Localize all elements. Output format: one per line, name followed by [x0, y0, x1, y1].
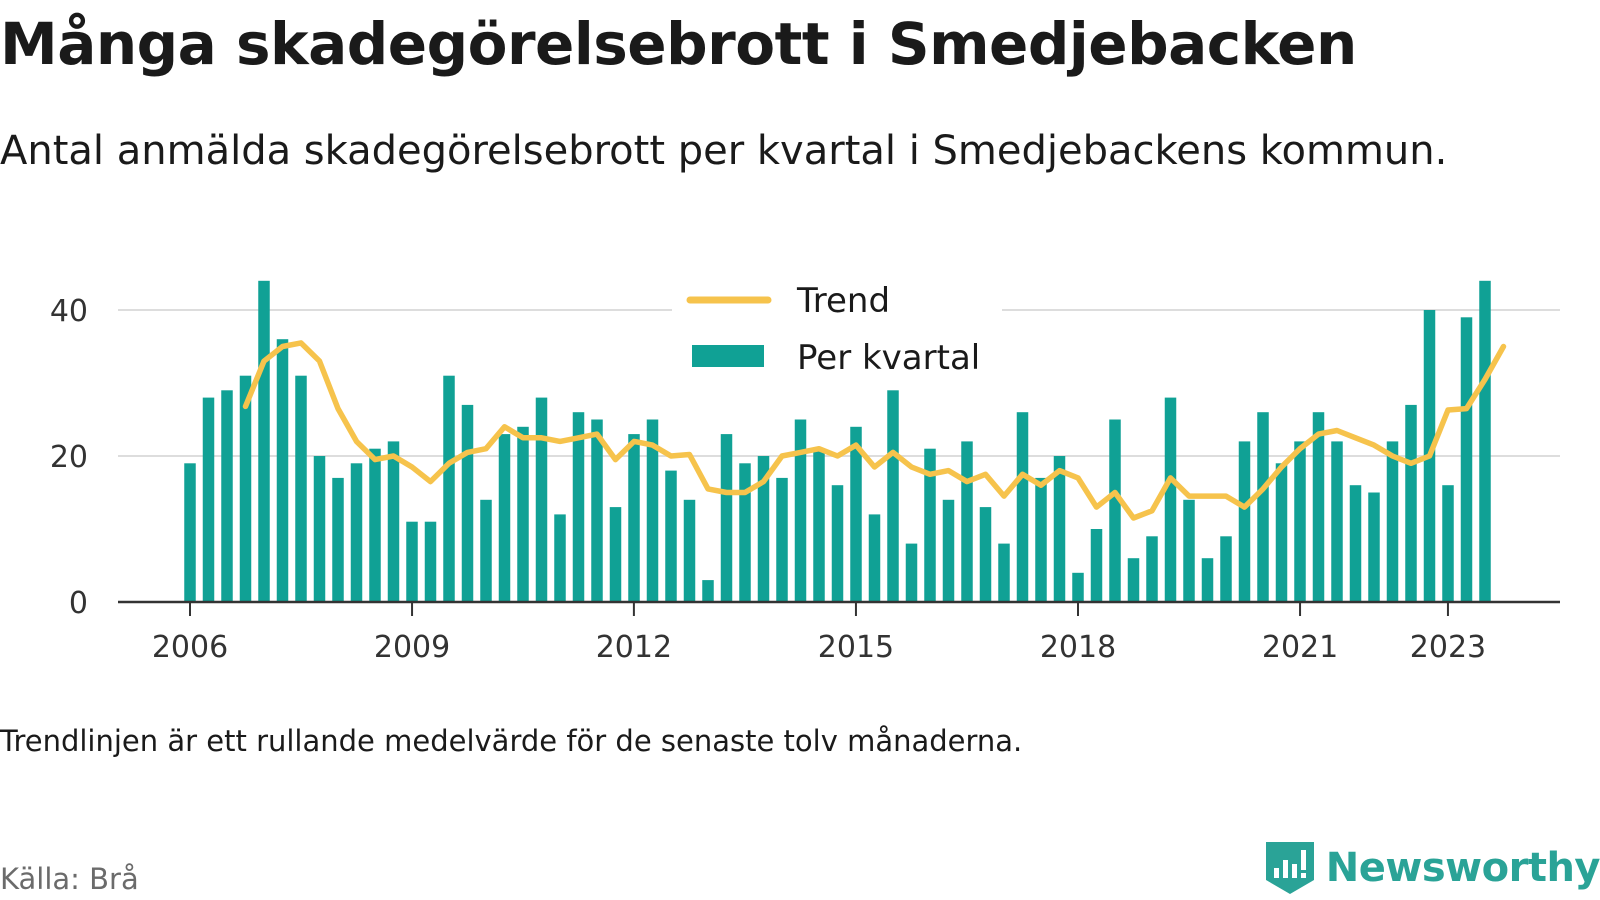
- bar: [313, 456, 326, 602]
- bar: [1127, 558, 1140, 602]
- bar: [554, 514, 566, 602]
- bar: [720, 434, 733, 602]
- bar: [813, 448, 825, 602]
- footnote: Trendlinjen är ett rullande medelvärde f…: [0, 724, 1023, 758]
- bar: [461, 404, 474, 602]
- bar: [1016, 412, 1029, 602]
- bar: [1257, 412, 1269, 602]
- bar: [424, 521, 437, 602]
- x-tick-label: 2015: [818, 630, 894, 665]
- bar: [221, 390, 233, 602]
- bar: [628, 434, 640, 602]
- y-tick-label: 20: [50, 440, 88, 475]
- legend: Trend Per kvartal: [672, 276, 1002, 388]
- line-series-trend: [242, 340, 1507, 521]
- bar: [942, 499, 955, 602]
- bar: [591, 419, 603, 602]
- bar: [1035, 477, 1047, 602]
- bar: [406, 521, 418, 602]
- bar: [258, 280, 270, 602]
- bar: [1386, 441, 1399, 602]
- bar: [776, 477, 788, 602]
- bar: [295, 375, 307, 602]
- x-tick-label: 2012: [596, 630, 672, 665]
- bar: [1331, 441, 1343, 602]
- bar: [665, 470, 677, 602]
- chart-area: 0 20 40 2006 2009 2012 2015 2018 2021 2023 Trend P…: [50, 276, 1560, 665]
- bar: [924, 448, 936, 602]
- bar: [443, 375, 455, 602]
- bar: [332, 477, 344, 602]
- bar: [887, 390, 899, 602]
- bar: [1183, 499, 1195, 602]
- bar: [369, 448, 381, 602]
- bar: [1072, 572, 1084, 602]
- bar: [1090, 529, 1103, 602]
- source-credit: Källa: Brå: [0, 862, 139, 896]
- bar: [1312, 412, 1325, 602]
- bar: [1349, 485, 1362, 602]
- bar: [1053, 456, 1066, 602]
- x-tick-label: 2009: [374, 630, 450, 665]
- bar: [1201, 558, 1214, 602]
- bar: [1294, 441, 1306, 602]
- bar: [517, 426, 529, 602]
- chart-subtitle: Antal anmälda skadegörelsebrott per kvar…: [0, 128, 1448, 174]
- bar-chart-logo-icon: [1265, 842, 1314, 894]
- legend-label-trend: Trend: [796, 281, 890, 321]
- bar: [1405, 404, 1417, 602]
- brand-logo[interactable]: Newsworthy: [1264, 840, 1600, 896]
- bar: [794, 419, 807, 602]
- bar: [1220, 536, 1232, 602]
- bar: [1460, 317, 1473, 602]
- trend-line: [242, 340, 1507, 521]
- bar: [1238, 441, 1251, 602]
- bar: [961, 441, 973, 602]
- bar: [646, 419, 659, 602]
- bar: [1479, 280, 1491, 602]
- bar: [739, 463, 751, 602]
- bar: [831, 485, 844, 602]
- x-tick-label: 2018: [1040, 630, 1116, 665]
- bar: [1275, 463, 1288, 602]
- bar: [905, 543, 918, 602]
- bar: [757, 456, 770, 602]
- bar: [609, 507, 622, 602]
- bar: [350, 463, 363, 602]
- x-tick-label: 2006: [152, 630, 228, 665]
- bar: [850, 426, 862, 602]
- bar: [202, 397, 215, 602]
- legend-label-per-kvartal: Per kvartal: [797, 338, 980, 378]
- axes: 0 20 40 2006 2009 2012 2015 2018 2021 2023: [50, 294, 1560, 665]
- bar: [184, 463, 196, 602]
- bar: [683, 499, 696, 602]
- bar: [1164, 397, 1177, 602]
- bar: [1109, 419, 1121, 602]
- x-tick-label: 2023: [1410, 630, 1486, 665]
- bar: [535, 397, 548, 602]
- bar: [572, 412, 585, 602]
- chart-title: Många skadegörelsebrott i Smedjebacken: [0, 10, 1357, 78]
- y-tick-label: 40: [50, 294, 88, 329]
- bar: [276, 339, 289, 602]
- brand-name: Newsworthy: [1325, 845, 1600, 891]
- bar: [498, 434, 511, 602]
- bar: [1442, 485, 1454, 602]
- bar: [1368, 492, 1380, 602]
- bar: [702, 580, 714, 602]
- legend-background: [672, 276, 1002, 388]
- bar: [387, 441, 400, 602]
- bar: [868, 514, 881, 602]
- bar: [1146, 536, 1158, 602]
- x-tick-label: 2021: [1262, 630, 1338, 665]
- bar: [239, 375, 252, 602]
- bar: [979, 507, 992, 602]
- y-tick-label: 0: [69, 586, 88, 621]
- legend-swatch-per-kvartal: [692, 345, 764, 367]
- bar: [998, 543, 1010, 602]
- bar: [480, 499, 492, 602]
